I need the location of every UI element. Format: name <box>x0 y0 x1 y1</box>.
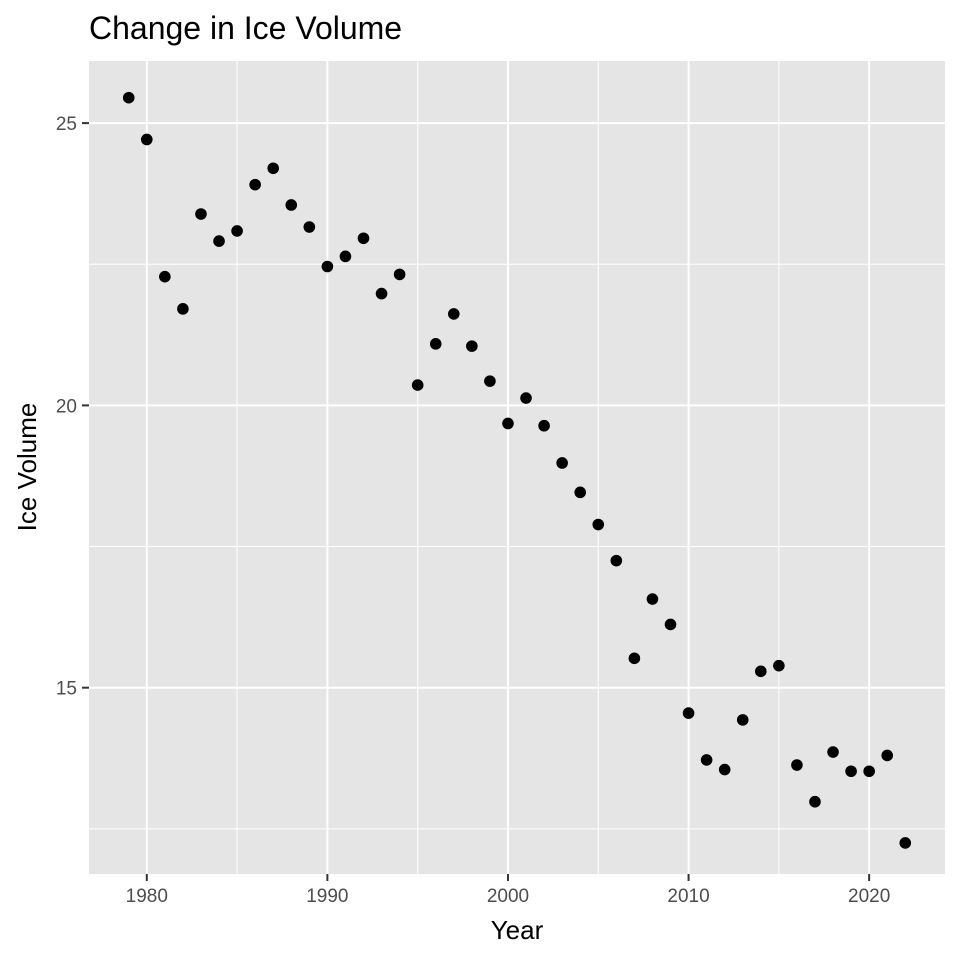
data-point <box>159 270 171 283</box>
y-tick-label: 15 <box>56 679 77 700</box>
data-point <box>863 765 875 778</box>
data-point <box>773 659 785 672</box>
x-tick-label: 1980 <box>126 886 168 907</box>
data-point <box>140 133 153 146</box>
data-point <box>592 518 605 531</box>
data-point <box>791 759 803 771</box>
data-point <box>213 235 225 247</box>
y-axis-title: Ice Volume <box>12 403 42 532</box>
data-point <box>827 746 839 758</box>
x-axis: 1980 1990 2000 2010 2020 <box>126 874 890 907</box>
grid-minor <box>89 61 945 874</box>
data-point <box>375 287 388 300</box>
data-point <box>411 379 424 391</box>
data-point <box>122 91 135 104</box>
data-point <box>393 268 406 281</box>
data-point <box>718 763 731 776</box>
data-point <box>754 665 767 678</box>
data-point <box>809 795 821 808</box>
data-points <box>122 91 912 849</box>
y-axis: 15 20 25 <box>56 114 89 700</box>
x-tick-label: 2000 <box>487 886 529 907</box>
data-point <box>520 392 532 404</box>
data-point <box>574 486 587 499</box>
data-point <box>899 837 912 849</box>
x-axis-title: Year <box>491 915 544 945</box>
data-point <box>736 714 749 726</box>
data-point <box>321 260 334 273</box>
data-point <box>556 457 568 469</box>
x-tick-label: 2010 <box>667 886 709 907</box>
data-point <box>231 225 243 237</box>
data-point <box>177 303 189 315</box>
data-point <box>357 232 370 245</box>
data-point <box>628 652 641 665</box>
plot-panel <box>89 61 945 874</box>
y-tick-label: 20 <box>56 396 77 417</box>
data-point <box>881 749 894 762</box>
data-point <box>339 250 352 263</box>
data-point <box>466 340 478 352</box>
data-point <box>664 618 677 631</box>
data-point <box>682 707 695 719</box>
data-point <box>429 338 442 350</box>
x-tick-label: 2020 <box>848 886 890 907</box>
data-point <box>484 375 496 387</box>
x-tick-label: 1990 <box>306 886 348 907</box>
data-point <box>195 208 207 220</box>
data-point <box>610 554 623 567</box>
y-tick-label: 25 <box>56 114 77 135</box>
data-point <box>845 765 857 778</box>
data-point <box>538 419 550 432</box>
grid-major <box>89 61 945 874</box>
data-point <box>285 199 298 211</box>
data-point <box>267 162 280 175</box>
data-point <box>249 178 261 191</box>
data-point <box>447 308 460 320</box>
data-point <box>646 593 659 605</box>
chart-title: Change in Ice Volume <box>89 10 402 46</box>
data-point <box>303 221 316 233</box>
data-point <box>502 417 514 430</box>
data-point <box>700 754 713 766</box>
